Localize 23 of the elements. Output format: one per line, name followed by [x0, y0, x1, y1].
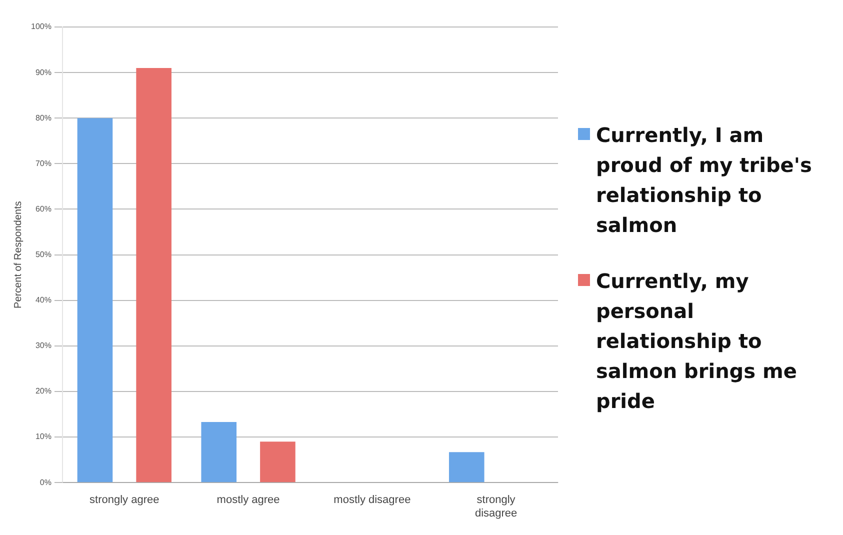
- y-tick-label: 60%: [35, 204, 52, 213]
- x-tick-label: mostly disagree: [334, 494, 411, 506]
- y-tick-label: 50%: [35, 250, 52, 259]
- y-tick-label: 90%: [35, 67, 52, 76]
- y-tick-label: 100%: [30, 22, 52, 31]
- x-tick-label: strongly disagree: [474, 494, 518, 519]
- y-tick-label: 30%: [35, 340, 52, 350]
- y-tick-label: 20%: [35, 386, 52, 396]
- bar: [136, 68, 172, 482]
- bar: [260, 441, 296, 482]
- bar: [201, 422, 237, 482]
- legend-label: Currently, my personal relationship to salmon brings me pride: [596, 268, 798, 414]
- y-tick-label: 70%: [35, 158, 52, 168]
- x-tick-label: mostly agree: [216, 494, 280, 506]
- y-tick-label: 10%: [35, 432, 52, 441]
- y-axis-title: Percent of Respondents: [12, 200, 24, 308]
- legend-label: Currently, I am proud of my tribe's relationship to salmon: [596, 122, 813, 238]
- bar: [77, 118, 113, 482]
- y-tick-label: 0%: [40, 477, 52, 486]
- y-tick-label: 80%: [35, 112, 52, 122]
- y-tick-label: 40%: [35, 295, 52, 304]
- x-tick-label: strongly agree: [90, 494, 160, 506]
- bar: [448, 452, 484, 482]
